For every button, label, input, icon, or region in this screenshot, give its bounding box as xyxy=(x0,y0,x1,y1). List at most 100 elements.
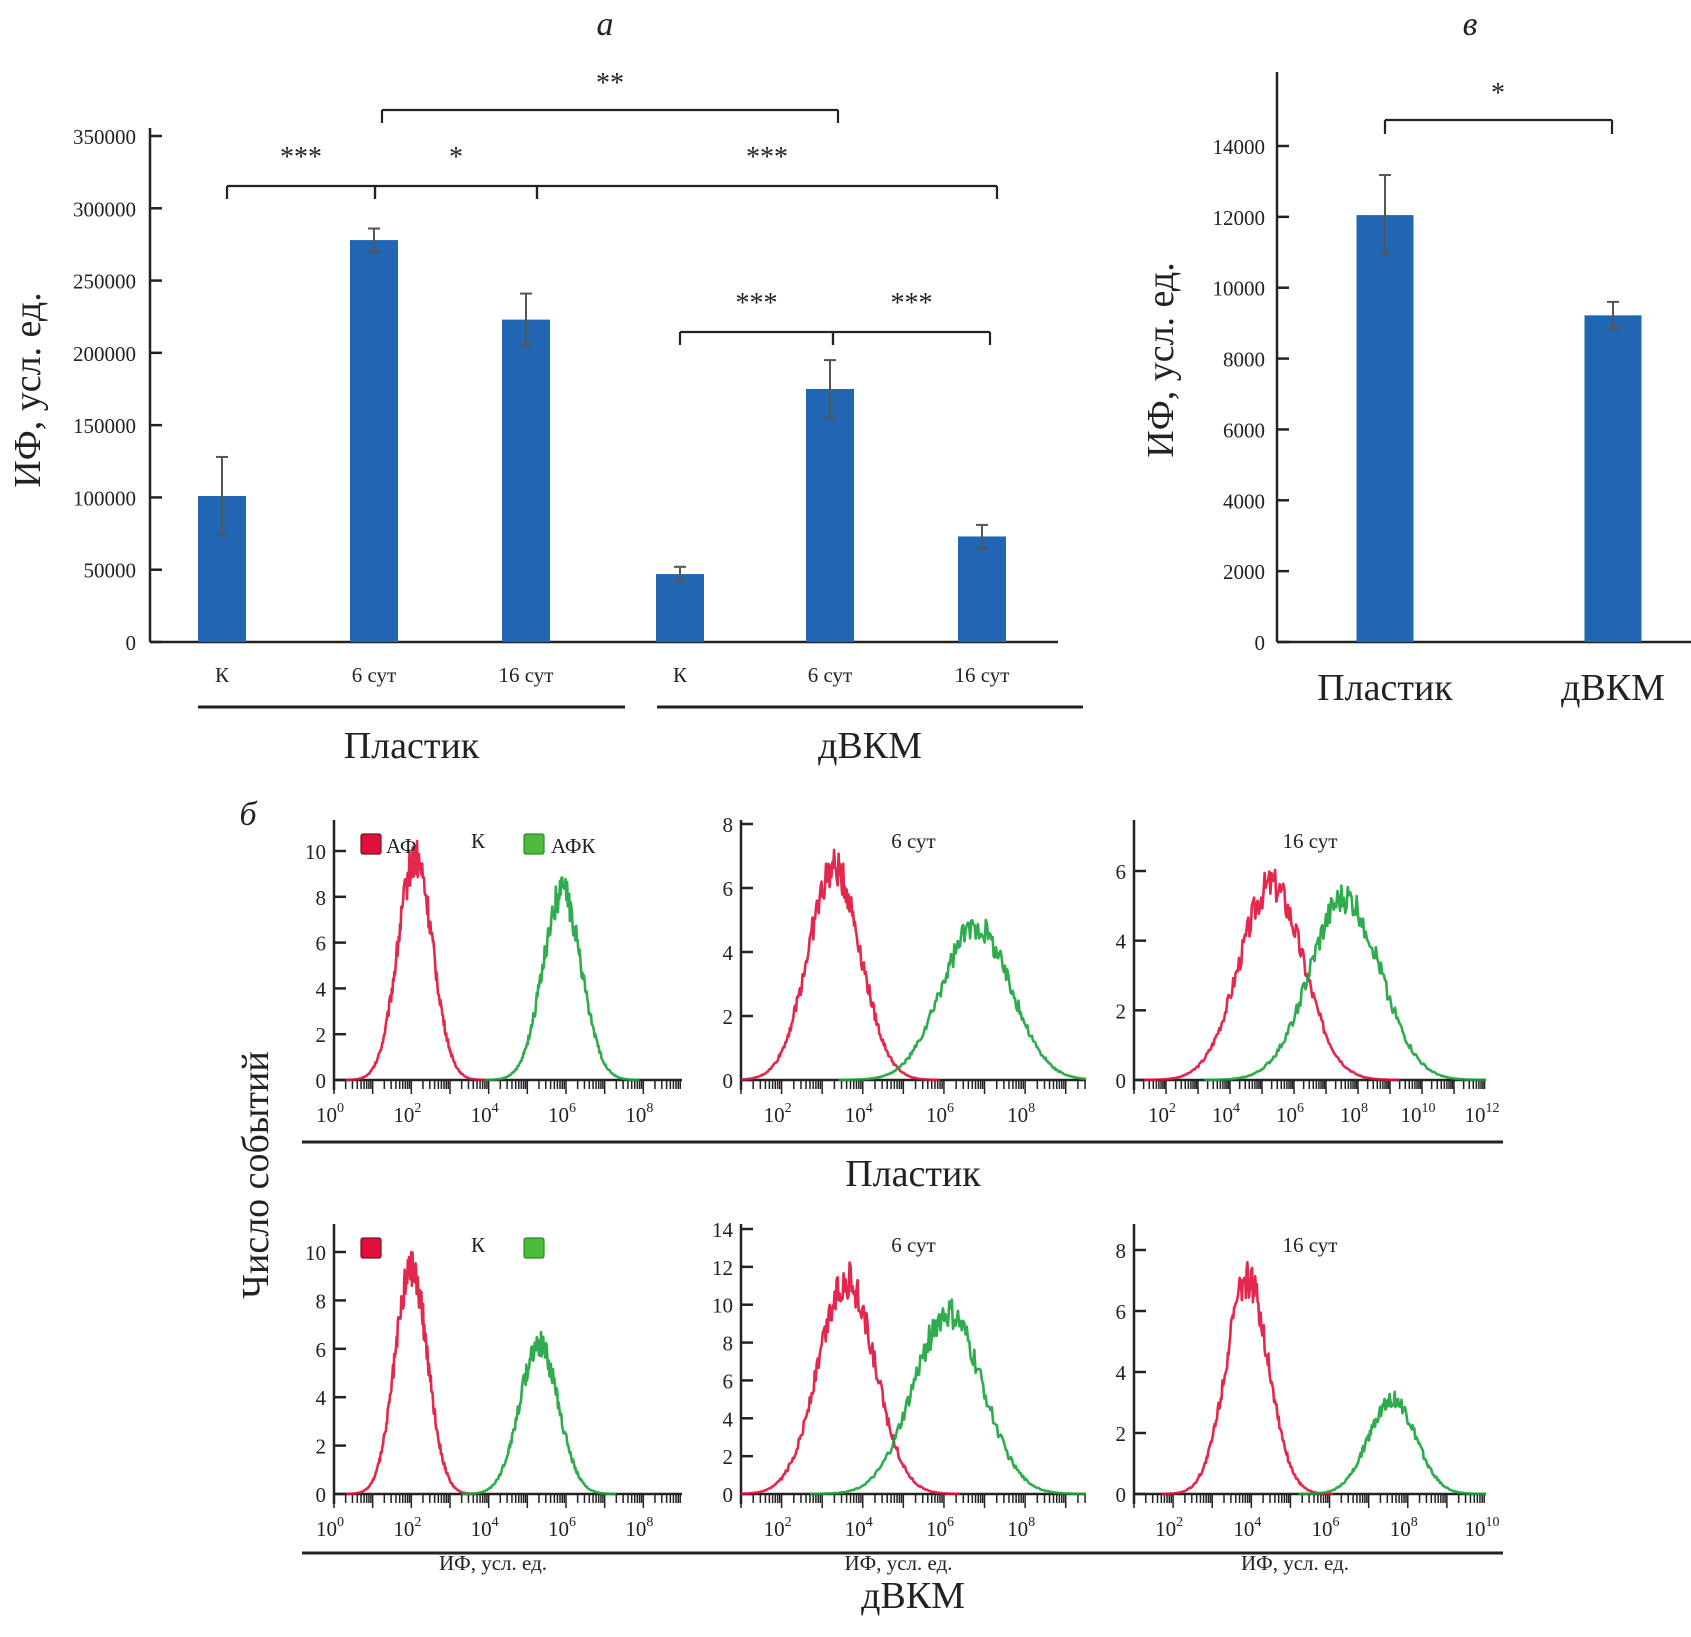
hist-x-tick-base: 10 xyxy=(548,1517,569,1541)
hist-x-tick-label: 100 xyxy=(316,1515,344,1541)
hist-x-tick-exponent: 8 xyxy=(646,1101,653,1116)
hist-x-tick-label: 104 xyxy=(471,1101,499,1127)
hist-x-tick-label: 106 xyxy=(926,1101,954,1127)
hist-x-tick-base: 10 xyxy=(926,1103,947,1127)
hist-x-axis-label: ИФ, усл. ед. xyxy=(439,1551,547,1575)
hist-y-tick-label: 0 xyxy=(723,1069,734,1093)
hist-x-tick-exponent: 8 xyxy=(1028,1101,1035,1116)
hist-curve-af xyxy=(1160,1260,1334,1496)
hist-y-tick-label: 4 xyxy=(723,941,734,965)
hist-x-tick-base: 10 xyxy=(548,1103,569,1127)
hist-x-axis-label: ИФ, усл. ед. xyxy=(844,1551,952,1575)
panel-v-y-tick-label: 0 xyxy=(1255,631,1266,655)
hist-curve-af xyxy=(344,839,486,1082)
hist-plot-title: К xyxy=(471,829,486,853)
hist-y-tick-label: 8 xyxy=(316,1289,327,1313)
panel-a-group-label: дВКМ xyxy=(818,725,922,767)
hist-y-tick-label: 4 xyxy=(316,977,327,1001)
panel-v-y-tick-label: 2000 xyxy=(1223,560,1265,584)
hist-curve-af xyxy=(1143,868,1400,1082)
hist-x-tick-label: 102 xyxy=(1155,1515,1183,1541)
hist-x-tick-base: 10 xyxy=(1007,1103,1028,1127)
hist-x-tick-label: 106 xyxy=(548,1515,576,1541)
legend-swatch-afk xyxy=(523,833,545,855)
hist-x-tick-base: 10 xyxy=(625,1517,646,1541)
panel-a-category-label: К xyxy=(673,663,688,687)
hist-x-tick-exponent: 6 xyxy=(1297,1101,1304,1116)
hist-x-tick-exponent: 0 xyxy=(337,1515,344,1530)
panel-a-category-label: 16 сут xyxy=(499,663,554,687)
hist-x-tick-base: 10 xyxy=(1276,1103,1297,1127)
hist-x-tick-label: 108 xyxy=(1390,1515,1418,1541)
hist-x-tick-base: 10 xyxy=(316,1103,337,1127)
panel-letter-v: в xyxy=(1463,6,1478,43)
hist-x-tick-base: 10 xyxy=(845,1517,866,1541)
hist-x-tick-label: 102 xyxy=(764,1101,792,1127)
hist-y-tick-label: 8 xyxy=(1116,1239,1127,1263)
hist-curve-af xyxy=(740,848,941,1082)
hist-y-tick-label: 10 xyxy=(305,1241,326,1265)
hist-y-tick-label: 12 xyxy=(712,1256,733,1280)
hist-x-tick-exponent: 4 xyxy=(866,1101,873,1116)
hist-x-tick-label: 102 xyxy=(764,1515,792,1541)
hist-y-tick-label: 0 xyxy=(316,1483,327,1507)
panel-a-y-tick-label: 100000 xyxy=(73,486,136,510)
hist-x-tick-exponent: 2 xyxy=(1169,1101,1176,1116)
hist-x-tick-label: 1010 xyxy=(1401,1101,1436,1127)
hist-x-tick-exponent: 10 xyxy=(1422,1101,1436,1116)
panel-a-bar xyxy=(656,574,704,642)
panel-b-group-label: дВКМ xyxy=(861,1575,965,1617)
hist-x-tick-label: 108 xyxy=(1007,1101,1035,1127)
hist-x-tick-label: 108 xyxy=(1007,1515,1035,1541)
panel-v-y-tick-label: 4000 xyxy=(1223,489,1265,513)
hist-x-tick-base: 10 xyxy=(393,1517,414,1541)
hist-y-tick-label: 2 xyxy=(316,1023,327,1047)
hist-y-tick-label: 4 xyxy=(1116,930,1127,954)
hist-x-tick-label: 1012 xyxy=(1465,1101,1500,1127)
panel-v-significance-stars: * xyxy=(1491,78,1505,109)
hist-x-tick-base: 10 xyxy=(625,1103,646,1127)
panel-a-category-label: 6 сут xyxy=(352,663,396,687)
legend-label-afk: АФК xyxy=(551,834,596,858)
hist-x-tick-label: 100 xyxy=(316,1101,344,1127)
hist-x-tick-base: 10 xyxy=(471,1517,492,1541)
panel-a-y-tick-label: 0 xyxy=(126,631,137,655)
hist-y-tick-label: 2 xyxy=(1116,1422,1127,1446)
hist-curve-af xyxy=(740,1261,961,1496)
legend-swatch-af xyxy=(360,833,382,855)
hist-x-tick-label: 106 xyxy=(1312,1515,1340,1541)
panel-letter-a: а xyxy=(597,6,614,43)
hist-x-tick-base: 10 xyxy=(764,1517,785,1541)
panel-v-y-tick-label: 6000 xyxy=(1223,418,1265,442)
hist-curve-af xyxy=(345,1250,477,1496)
hist-y-tick-label: 6 xyxy=(316,1338,327,1362)
hist-x-tick-label: 106 xyxy=(1276,1101,1304,1127)
hist-curve-afk xyxy=(461,1330,617,1496)
hist-x-tick-exponent: 12 xyxy=(1486,1101,1500,1116)
hist-y-tick-label: 2 xyxy=(316,1435,327,1459)
hist-x-tick-label: 108 xyxy=(625,1101,653,1127)
panel-a-category-label: 6 сут xyxy=(808,663,852,687)
panel-a-category-label: 16 сут xyxy=(955,663,1010,687)
hist-y-tick-label: 4 xyxy=(1116,1361,1127,1385)
hist-x-tick-label: 108 xyxy=(1340,1101,1368,1127)
hist-x-tick-base: 10 xyxy=(1465,1103,1486,1127)
hist-x-tick-exponent: 8 xyxy=(1411,1515,1418,1530)
hist-x-tick-base: 10 xyxy=(1155,1517,1176,1541)
panel-a-y-tick-label: 50000 xyxy=(84,559,137,583)
panel-letter-b: б xyxy=(239,796,258,833)
hist-y-tick-label: 8 xyxy=(316,886,327,910)
hist-x-tick-label: 104 xyxy=(1233,1515,1261,1541)
hist-plot-title: 6 сут xyxy=(891,1233,935,1257)
panel-a-y-label: ИФ, усл. ед. xyxy=(7,292,49,488)
panel-v-y-tick-label: 14000 xyxy=(1213,135,1266,159)
hist-x-tick-label: 104 xyxy=(1212,1101,1240,1127)
hist-x-tick-label: 104 xyxy=(845,1515,873,1541)
panel-a-bar xyxy=(806,389,854,642)
hist-x-tick-base: 10 xyxy=(1340,1103,1361,1127)
hist-y-tick-label: 0 xyxy=(723,1483,734,1507)
hist-x-tick-exponent: 8 xyxy=(1361,1101,1368,1116)
hist-x-tick-label: 106 xyxy=(548,1101,576,1127)
hist-x-tick-label: 102 xyxy=(393,1515,421,1541)
hist-y-tick-label: 6 xyxy=(316,932,327,956)
